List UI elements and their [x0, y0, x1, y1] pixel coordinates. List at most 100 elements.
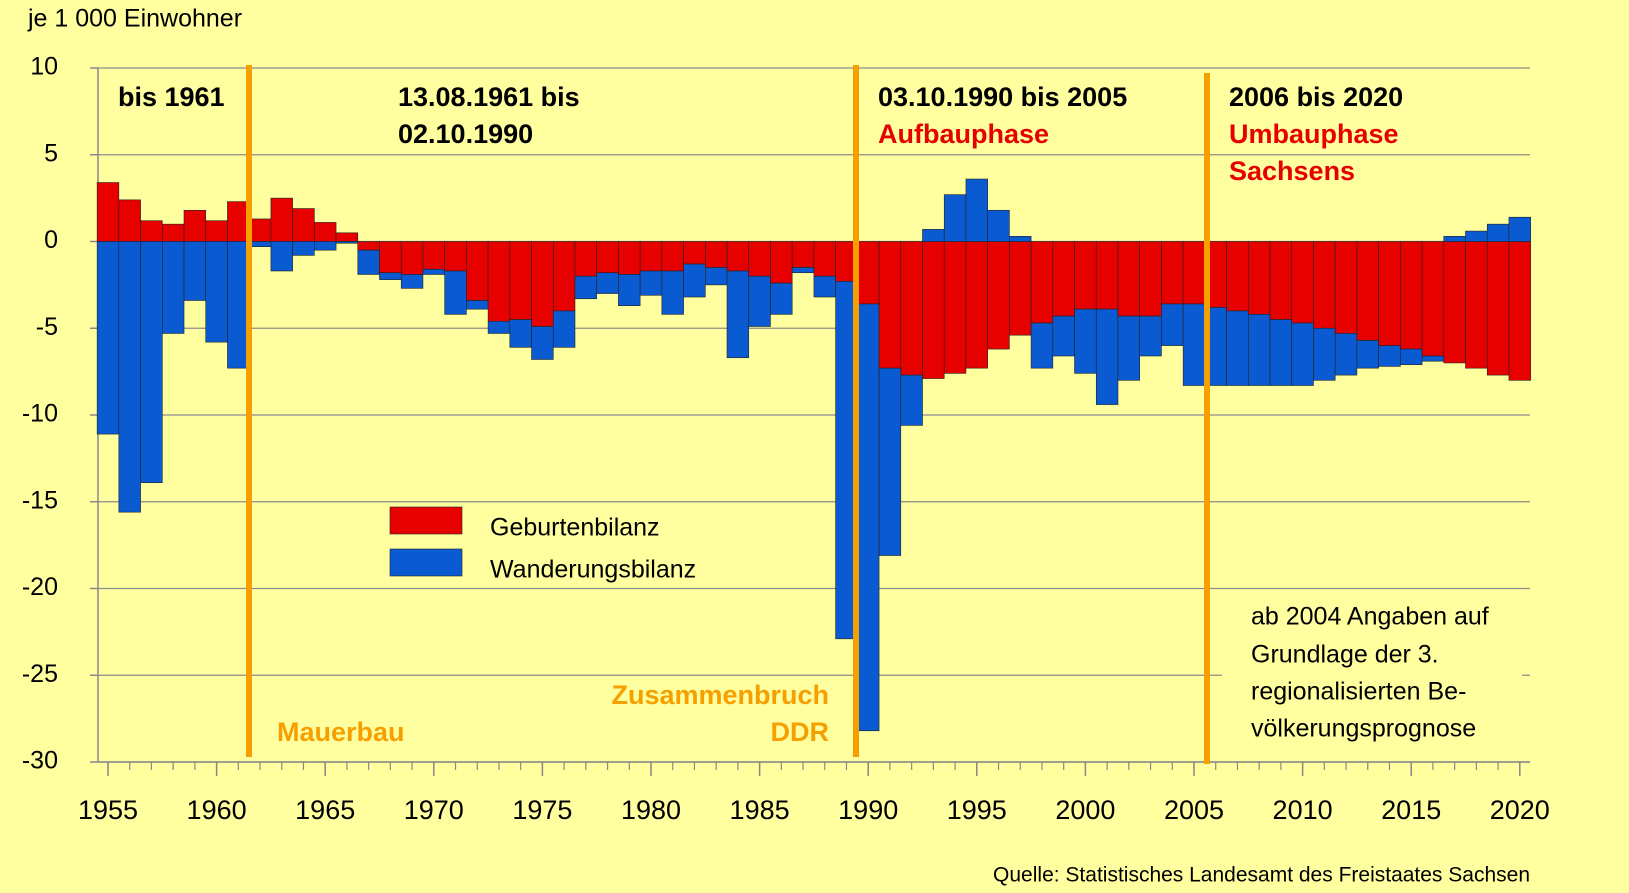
bar	[1009, 241, 1032, 336]
bar	[140, 241, 163, 483]
bar	[987, 241, 1010, 350]
y-tick-label: 5	[44, 139, 58, 167]
bar	[1443, 235, 1466, 242]
x-tick-label: 2015	[1381, 795, 1441, 825]
y-tick-label: -5	[36, 313, 58, 341]
bar	[552, 241, 576, 312]
annotation: 02.10.1990	[398, 119, 533, 149]
bar	[1074, 241, 1097, 310]
bar	[1030, 322, 1054, 369]
bar	[379, 241, 402, 274]
annotation: 13.08.1961 bis	[398, 82, 580, 112]
legend-swatch	[389, 548, 463, 577]
bar	[1182, 241, 1206, 305]
bar	[1508, 216, 1531, 242]
bar	[1334, 241, 1358, 334]
bar	[618, 274, 641, 306]
y-tick-label: 0	[44, 226, 58, 254]
bar	[96, 241, 120, 435]
bar	[444, 241, 467, 272]
bar	[205, 220, 228, 242]
bar	[683, 263, 706, 298]
bar	[1313, 241, 1336, 329]
bar	[357, 241, 380, 251]
source: Quelle: Statistisches Landesamt des Frei…	[993, 864, 1530, 887]
bar	[1421, 355, 1445, 362]
bar	[1421, 241, 1445, 357]
x-tick-label: 1970	[404, 795, 464, 825]
bar	[1291, 241, 1314, 324]
bar	[900, 374, 923, 426]
bar	[943, 194, 967, 242]
bar	[574, 241, 597, 277]
bar	[509, 241, 532, 320]
bar	[813, 241, 836, 277]
bar	[1400, 241, 1423, 350]
x-tick-label: 1995	[947, 795, 1007, 825]
x-tick-label: 1955	[78, 795, 138, 825]
bar	[943, 241, 967, 374]
bar	[726, 241, 750, 272]
bar	[813, 275, 836, 298]
bar	[1095, 308, 1119, 405]
bar	[857, 241, 880, 305]
bar	[444, 270, 467, 315]
bar	[1486, 223, 1510, 242]
bar	[1139, 315, 1162, 357]
bar	[1465, 230, 1488, 242]
bar	[162, 241, 185, 334]
bar	[422, 268, 445, 275]
bar	[270, 241, 293, 272]
bar	[748, 275, 771, 327]
bar	[335, 232, 359, 242]
bar	[96, 182, 120, 242]
bar	[1313, 327, 1336, 381]
bar	[205, 241, 228, 343]
bar	[292, 241, 315, 256]
bar	[1356, 340, 1379, 369]
bar	[770, 282, 793, 315]
bar	[857, 303, 880, 732]
x-tick-label: 1990	[838, 795, 898, 825]
bar	[1248, 314, 1271, 386]
note-line: Grundlage der 3.	[1251, 641, 1439, 669]
bar	[466, 241, 489, 301]
bar	[1052, 241, 1075, 317]
bar	[726, 270, 750, 359]
legend-label: Wanderungsbilanz	[490, 556, 696, 584]
bar	[1095, 241, 1119, 310]
annotation: Aufbauphase	[878, 119, 1049, 149]
bar	[618, 241, 641, 275]
bar	[118, 241, 141, 513]
x-tick-label: 1985	[730, 795, 790, 825]
bar	[400, 241, 424, 275]
note-background	[1222, 596, 1522, 746]
bar	[1139, 241, 1162, 317]
bar	[314, 241, 337, 251]
bar	[965, 178, 988, 242]
bar	[466, 300, 489, 310]
bar	[661, 241, 684, 272]
bar	[357, 249, 380, 275]
annotation: Sachsens	[1229, 156, 1355, 186]
bar	[140, 220, 163, 242]
bar	[531, 326, 554, 360]
bar	[531, 241, 554, 327]
bar	[487, 241, 511, 322]
bar	[183, 241, 207, 301]
y-tick-label: -25	[22, 660, 58, 688]
bar	[1291, 322, 1314, 386]
bar	[574, 275, 597, 300]
bar	[552, 310, 576, 348]
bar	[270, 197, 293, 242]
bar	[1182, 303, 1206, 386]
bar	[639, 270, 663, 296]
bar	[1443, 241, 1466, 364]
bar	[922, 229, 945, 242]
bar	[1074, 308, 1097, 374]
bar	[704, 241, 728, 268]
axis-unit: je 1 000 Einwohner	[27, 5, 242, 33]
bar	[748, 241, 771, 277]
bar	[704, 267, 728, 286]
